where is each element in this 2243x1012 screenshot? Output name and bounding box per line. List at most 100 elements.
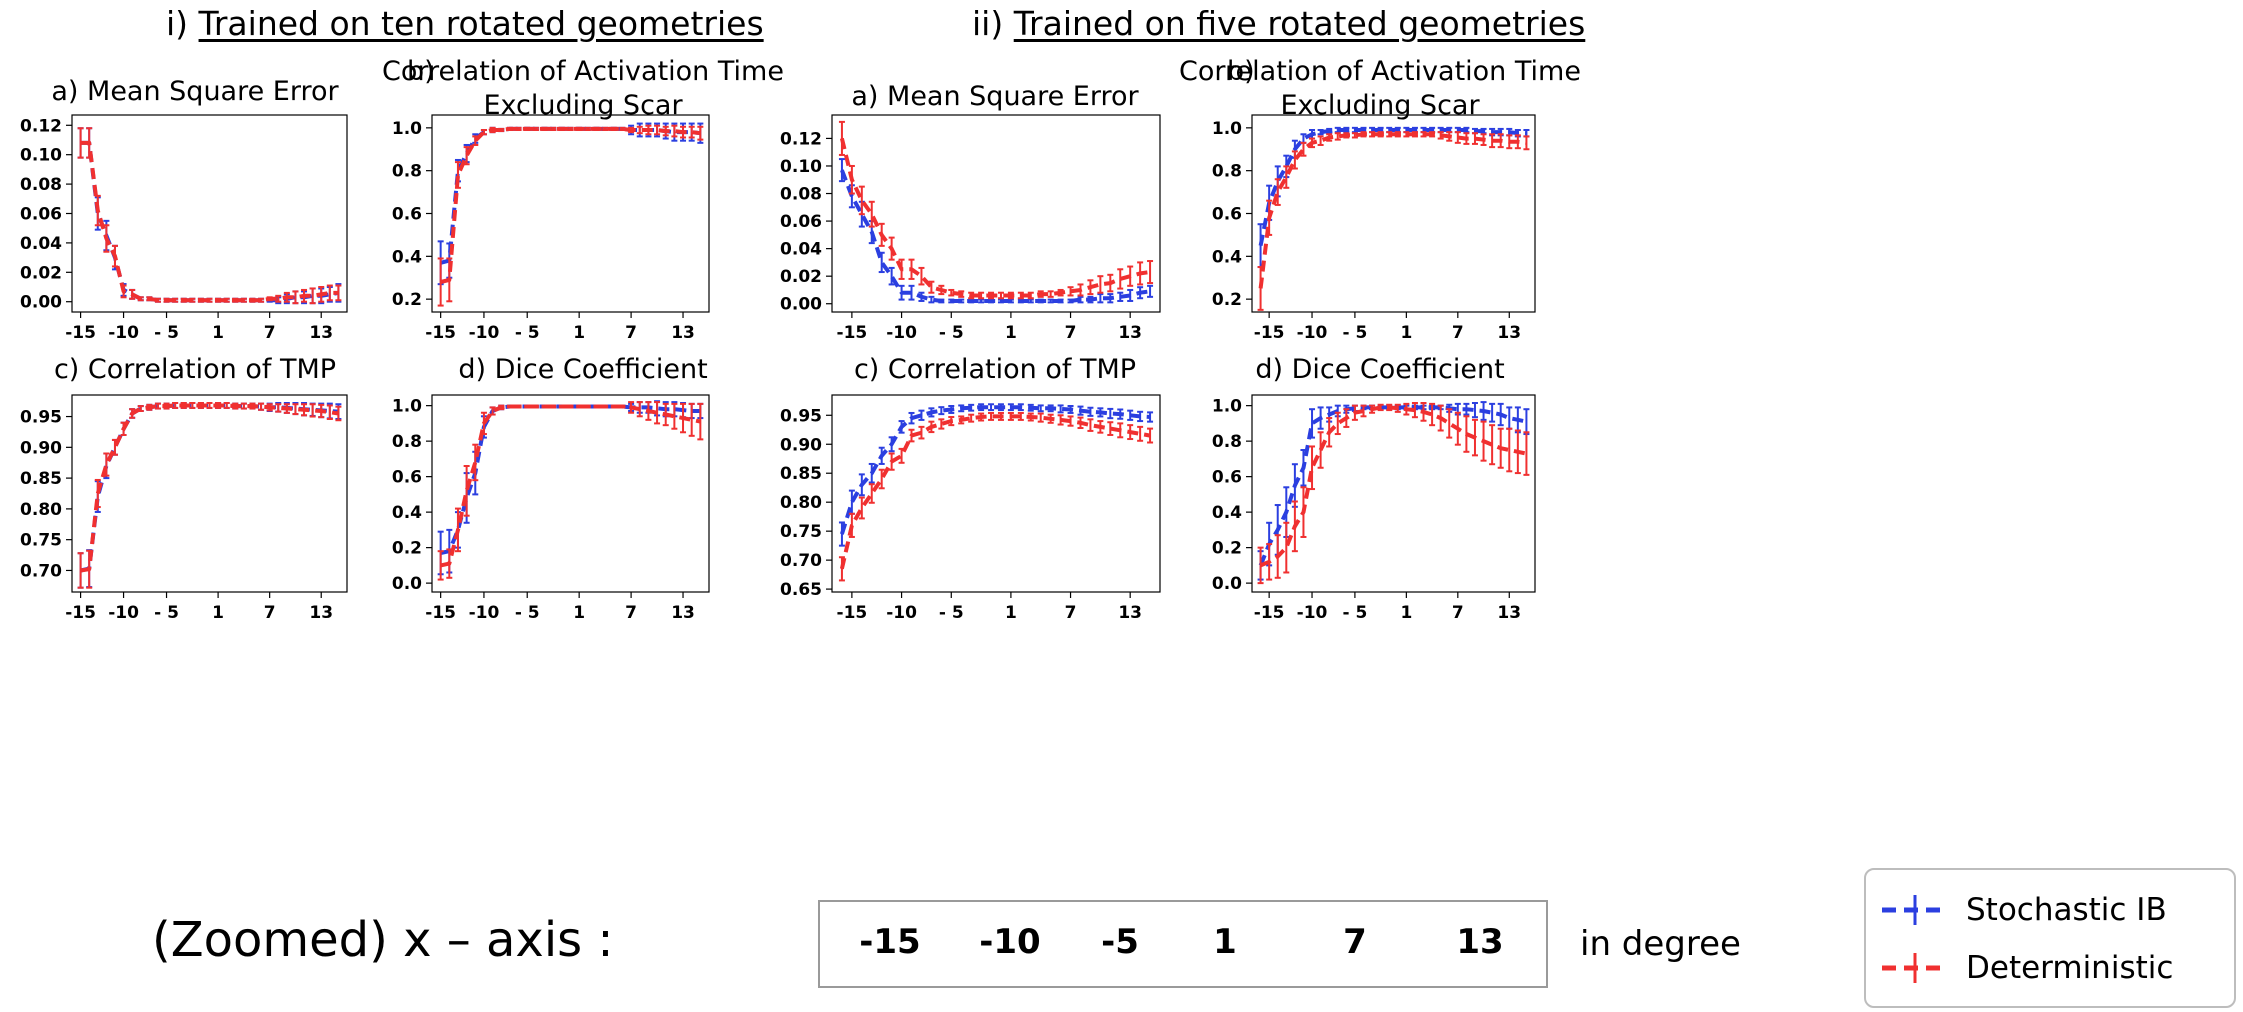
- legend: Stochastic IB Deterministic: [1864, 868, 2236, 1008]
- section-prefix-left: i): [166, 4, 189, 43]
- degree-label: -5: [1101, 922, 1139, 962]
- x-tick-label: 13: [1497, 603, 1521, 623]
- series-stochastic: [1257, 401, 1530, 581]
- degree-label: 13: [1456, 922, 1504, 962]
- plot-frame: [1251, 394, 1536, 593]
- section-title-left: i) Trained on ten rotated geometries: [166, 4, 764, 43]
- y-tick-label: 0.4: [392, 247, 422, 267]
- series-line: [440, 126, 701, 284]
- y-tick-label: 0.90: [780, 435, 822, 455]
- x-tick-label: 13: [671, 603, 695, 623]
- series-line: [839, 137, 1151, 298]
- series-line: [440, 404, 701, 555]
- y-tick-label: 0.2: [392, 539, 422, 559]
- x-tick-label: 7: [1065, 323, 1077, 343]
- section-title-right: ii) Trained on five rotated geometries: [972, 4, 1585, 43]
- series-line: [80, 140, 339, 303]
- x-tick-label: -15: [65, 323, 96, 343]
- y-tick-label: 0.6: [1212, 205, 1242, 225]
- chart-panel-i-a: a) Mean Square Error 0.00 0.02 0.04 0.06 0.08…: [20, 76, 348, 343]
- y-tick-label: 0.00: [780, 295, 822, 315]
- series-stochastic: [1257, 126, 1530, 269]
- series-deterministic: [77, 127, 342, 305]
- series-line: [840, 169, 1151, 303]
- chart-title: Correlation of Activation Time: [1179, 56, 1581, 87]
- y-tick-label: 0.4: [392, 503, 422, 523]
- x-tick-label: 7: [264, 323, 276, 343]
- section-label-left: Trained on ten rotated geometries: [198, 4, 764, 43]
- series-line: [839, 414, 1151, 570]
- series-line: [440, 126, 701, 265]
- y-tick-label: 0.70: [780, 551, 822, 571]
- y-tick-label: 0.4: [1212, 247, 1242, 267]
- series-deterministic: [1257, 401, 1530, 585]
- chart-panel-i-b: b)Correlation of Activation TimeExcludin…: [382, 56, 784, 343]
- y-tick-label: 0.85: [780, 464, 822, 484]
- chart-title-prefix: b): [407, 56, 435, 87]
- chart-title: a) Mean Square Error: [851, 81, 1139, 112]
- chart-panel-i-d: d) Dice Coefficient 0.0 0.2 0.4 0.6 0.8 1.0 -15…: [392, 354, 710, 623]
- x-tick-label: -10: [469, 323, 500, 343]
- x-tick-label: 1: [212, 323, 224, 343]
- plot-frame: [71, 114, 348, 313]
- chart-title-prefix: b): [1227, 56, 1255, 87]
- chart-panel-ii-a: a) Mean Square Error 0.00 0.02 0.04 0.06 0.08…: [780, 81, 1161, 343]
- series-deterministic: [1257, 131, 1530, 311]
- y-tick-label: 0.80: [20, 500, 62, 520]
- x-tick-label: -10: [886, 323, 917, 343]
- x-tick-label: -10: [886, 603, 917, 623]
- y-tick-label: 0.06: [780, 212, 822, 232]
- y-tick-label: 0.4: [1212, 503, 1242, 523]
- x-tick-label: 7: [1065, 603, 1077, 623]
- series-stochastic: [77, 402, 342, 589]
- degree-label: -15: [859, 922, 921, 962]
- series-line: [440, 404, 701, 568]
- legend-label-stochastic: Stochastic IB: [1966, 892, 2167, 928]
- y-tick-label: 0.8: [392, 162, 422, 182]
- x-tick-label: 13: [309, 323, 333, 343]
- x-tick-label: 1: [1005, 603, 1017, 623]
- y-tick-label: 1.0: [392, 397, 422, 417]
- chart-title: c) Correlation of TMP: [54, 354, 336, 385]
- series-deterministic: [838, 120, 1154, 300]
- legend-swatch-stochastic: [1882, 895, 1948, 925]
- x-tick-label: 13: [1497, 323, 1521, 343]
- x-tick-label: -10: [1297, 323, 1328, 343]
- y-tick-label: 0.12: [20, 116, 62, 136]
- chart-title: Correlation of Activation Time: [382, 56, 784, 87]
- y-tick-label: 0.02: [20, 263, 62, 283]
- x-tick-label: 7: [625, 323, 637, 343]
- y-tick-label: 0.65: [780, 580, 822, 600]
- chart-panel-ii-c: c) Correlation of TMP 0.65 0.70 0.75 0.80 0.8…: [780, 354, 1161, 623]
- legend-item-stochastic: Stochastic IB: [1880, 882, 2167, 938]
- chart-panel-ii-d: d) Dice Coefficient 0.0 0.2 0.4 0.6 0.8 1.0 -15…: [1212, 354, 1536, 623]
- x-tick-label: - 5: [515, 323, 540, 343]
- y-tick-label: 0.0: [392, 574, 422, 594]
- chart-panel-i-c: c) Correlation of TMP 0.70 0.75 0.80 0.85 0.9…: [20, 354, 348, 623]
- x-tick-label: - 5: [939, 603, 964, 623]
- y-tick-label: 0.2: [1212, 539, 1242, 559]
- plot-frame: [831, 394, 1161, 593]
- series-line: [1258, 128, 1527, 246]
- y-tick-label: 0.75: [780, 522, 822, 542]
- legend-swatch-deterministic: [1882, 953, 1948, 983]
- x-tick-label: - 5: [1343, 323, 1368, 343]
- series-deterministic: [437, 401, 704, 581]
- y-tick-label: 0.10: [780, 157, 822, 177]
- y-tick-label: 0.0: [1212, 574, 1242, 594]
- y-tick-label: 0.6: [1212, 468, 1242, 488]
- x-tick-label: - 5: [154, 603, 179, 623]
- chart-title: c) Correlation of TMP: [854, 354, 1136, 385]
- chart-title: Excluding Scar: [1280, 90, 1480, 121]
- x-tick-label: -10: [469, 603, 500, 623]
- x-tick-label: 1: [1400, 323, 1412, 343]
- degree-unit: in degree: [1580, 924, 1741, 964]
- x-tick-label: 7: [625, 603, 637, 623]
- degree-box: -15 -10 -5 1 7 13: [818, 900, 1548, 988]
- y-tick-label: 0.12: [780, 129, 822, 149]
- x-tick-label: 13: [1118, 323, 1142, 343]
- y-tick-label: 0.95: [780, 406, 822, 426]
- x-tick-label: - 5: [1343, 603, 1368, 623]
- degree-label: 7: [1343, 922, 1367, 962]
- series-deterministic: [77, 402, 342, 589]
